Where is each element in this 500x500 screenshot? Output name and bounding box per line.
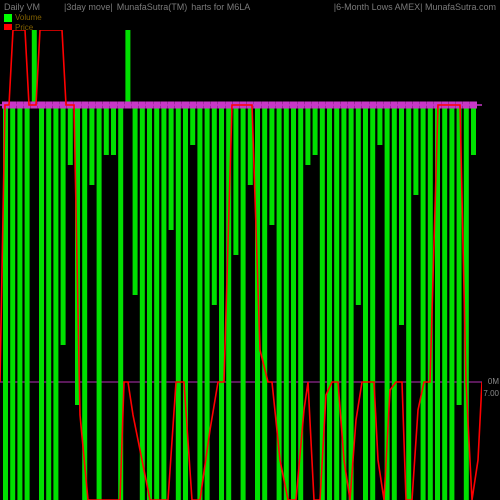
legend-item: Volume — [4, 13, 42, 22]
legend: VolumePrice — [0, 12, 46, 32]
legend-swatch — [4, 14, 12, 22]
header-right: |6-Month Lows AMEX| MunafaSutra.com — [334, 2, 496, 12]
legend-label: Volume — [15, 13, 42, 22]
axis-label: 0M — [488, 377, 499, 386]
header-midright: harts for M6LA — [191, 2, 250, 12]
chart-svg — [0, 30, 482, 500]
axis-label: 7.00 — [483, 389, 499, 398]
header-midleft: |3day move| — [64, 2, 113, 12]
chart-header: Daily VM |3day move| MunafaSutra(TM) har… — [0, 0, 500, 26]
chart-area — [0, 30, 482, 500]
header-mid: MunafaSutra(TM) — [117, 2, 188, 12]
header-left: Daily VM — [4, 2, 40, 12]
